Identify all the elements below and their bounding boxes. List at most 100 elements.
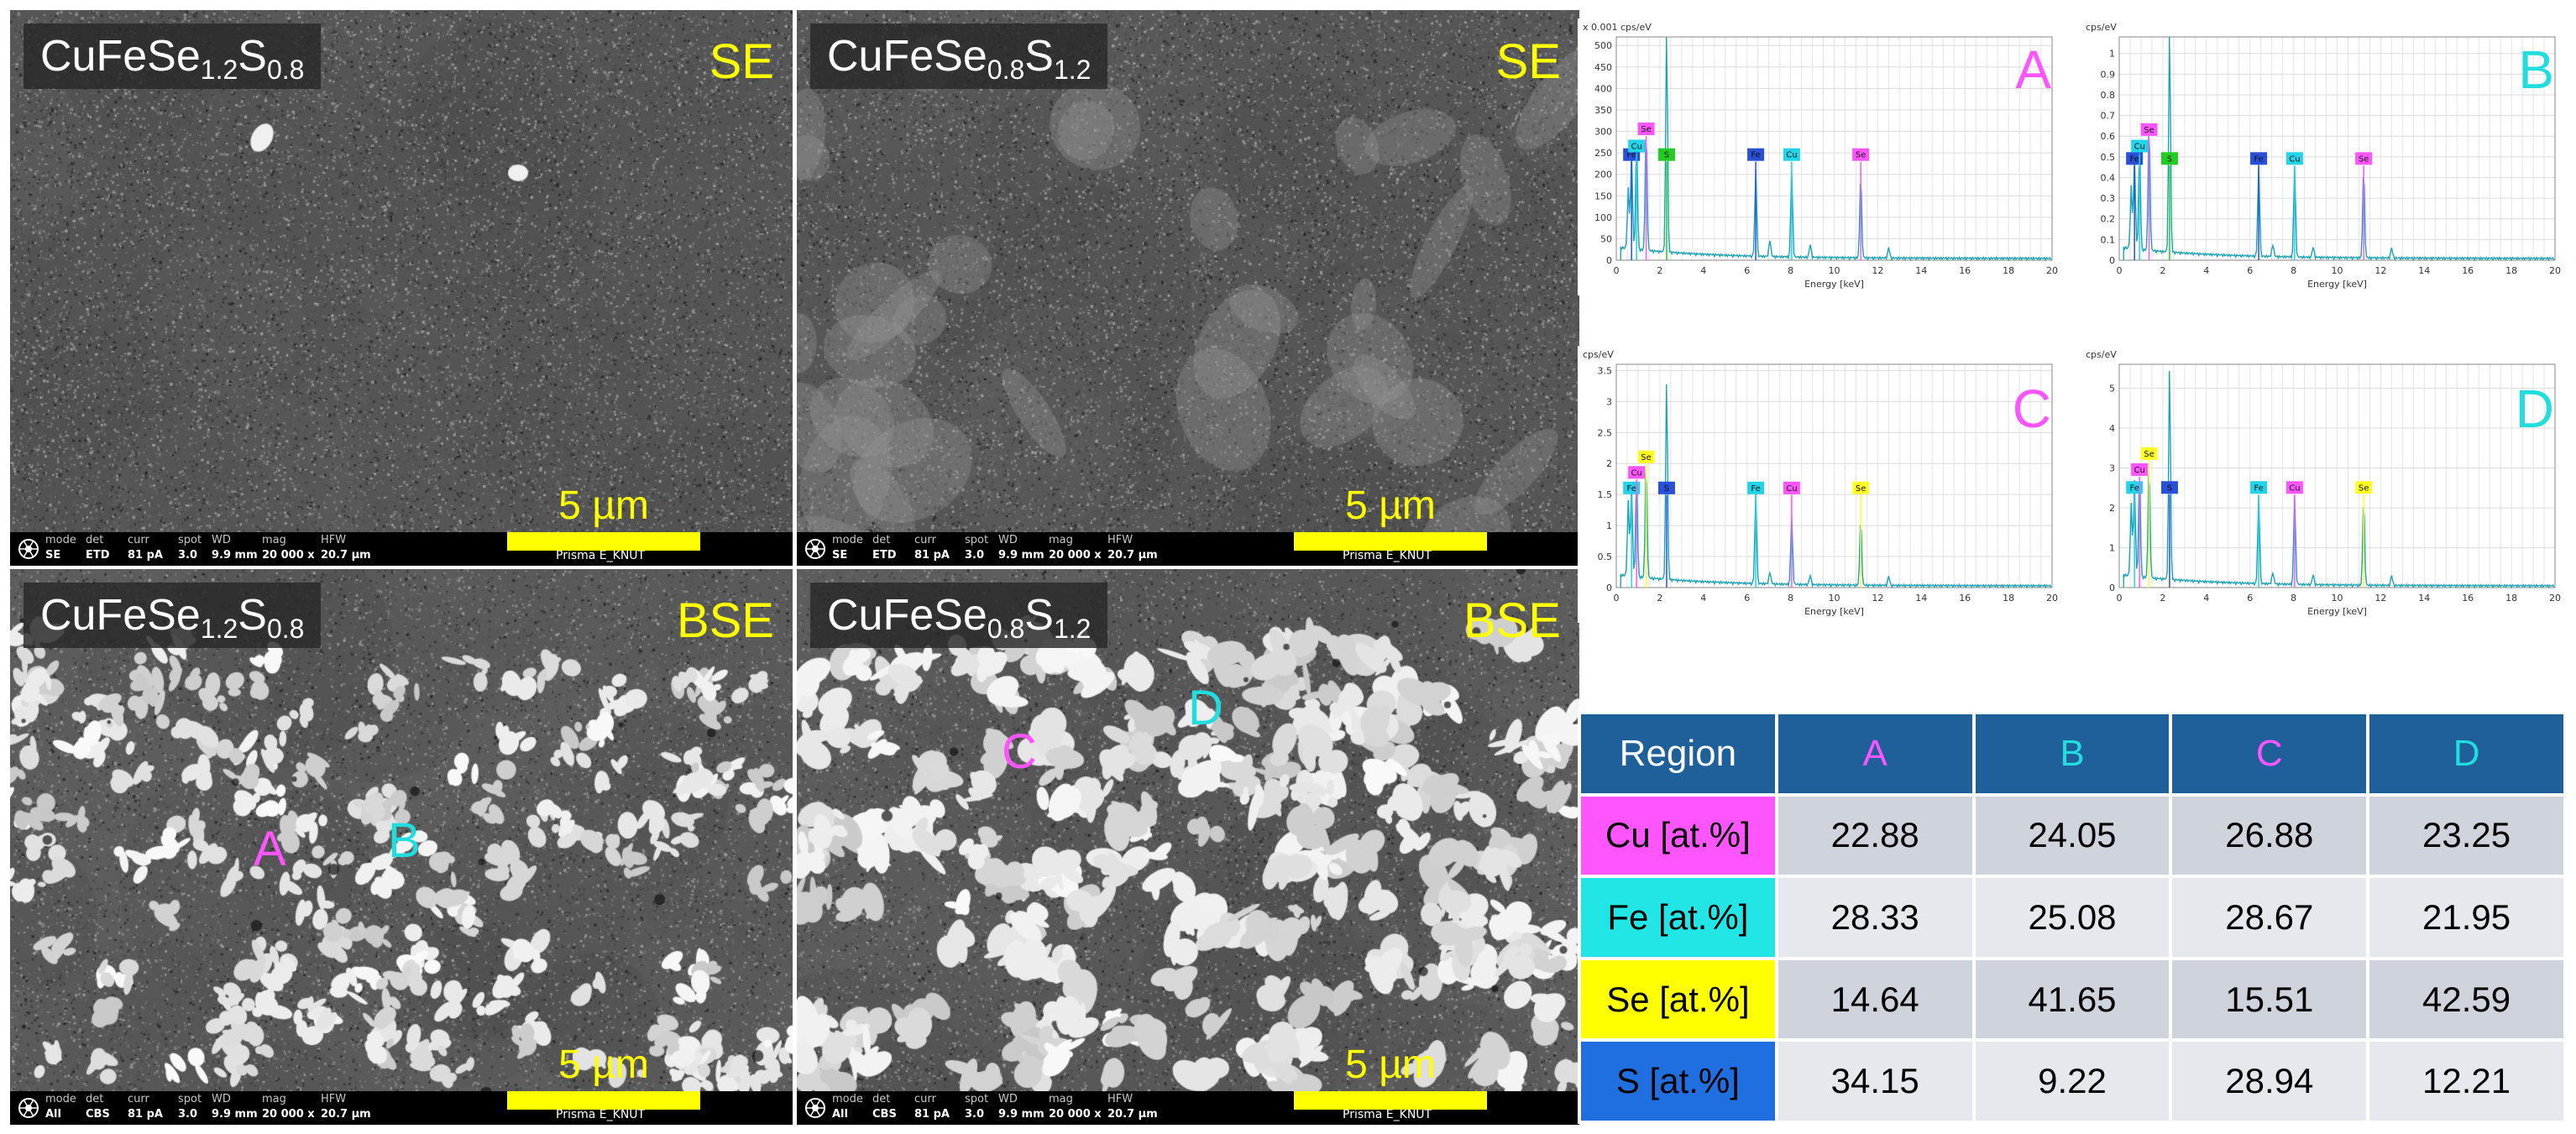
element-marker-label: S	[1664, 484, 1669, 494]
info-label-hfw: HFW	[321, 534, 347, 546]
row-label-se: Se [at.%]	[1578, 956, 1778, 1043]
x-tick-label: 12	[2374, 593, 2386, 604]
spectrum-region-label: A	[2015, 39, 2051, 100]
info-value-hfw: 20.7 µm	[1107, 1108, 1158, 1121]
element-marker-label: Cu	[2134, 143, 2144, 152]
x-tick-label: 20	[2549, 265, 2561, 276]
info-value-spot: 3.0	[178, 549, 198, 562]
element-marker-label: Cu	[1786, 484, 1797, 494]
element-marker	[2126, 152, 2144, 165]
x-tick-label: 18	[2505, 593, 2517, 604]
info-value-det: CBS	[872, 1108, 897, 1121]
composition-label: CuFeSe1.2S0.8	[24, 583, 322, 648]
element-marker-label: S	[2167, 483, 2172, 493]
x-tick-label: 14	[1915, 265, 1927, 276]
element-marker	[2131, 462, 2149, 476]
table-cell: 28.94	[2169, 1038, 2370, 1124]
table-cell: 34.15	[1774, 1038, 1976, 1124]
region-marker-b: B	[388, 813, 421, 868]
y-axis-label: cps/eV	[2086, 22, 2117, 33]
x-tick-label: 8	[2291, 265, 2296, 276]
table-cell: 14.64	[1774, 956, 1976, 1043]
element-marker-label: Fe	[1626, 151, 1636, 160]
spectrum-line	[2123, 36, 2555, 262]
x-tick-label: 0	[2117, 265, 2123, 276]
info-label-wd: WD	[212, 1093, 231, 1105]
info-value-curr: 81 pA	[914, 549, 950, 562]
sem-image	[797, 569, 1579, 1125]
element-marker-label: Cu	[2134, 466, 2144, 475]
header-col-d: D	[2366, 711, 2567, 797]
element-marker-label: Fe	[1751, 151, 1760, 160]
x-tick-label: 6	[1744, 265, 1750, 276]
instrument-info-bar: mode All det CBS curr 81 pA spot 3.0 WD 9.9 mm mag…	[797, 1091, 1579, 1125]
instrument-info-bar: mode SE det ETD curr 81 pA spot 3.0 WD 9.9 mm mag 2…	[797, 532, 1579, 566]
composition-label: CuFeSe1.2S0.8	[24, 24, 322, 89]
element-marker-label: Cu	[1631, 468, 1641, 478]
y-tick-label: 1.5	[1598, 489, 1613, 500]
element-marker	[2126, 481, 2144, 494]
element-marker-label: Se	[1641, 125, 1652, 134]
y-axis-label: cps/eV	[2086, 349, 2117, 360]
info-value-mode: All	[832, 1108, 848, 1121]
x-tick-label: 4	[1700, 265, 1706, 276]
info-label-mode: mode	[832, 1093, 863, 1105]
x-tick-label: 16	[2462, 265, 2474, 276]
element-marker	[1657, 148, 1675, 161]
element-marker	[2285, 481, 2303, 494]
x-tick-label: 10	[2332, 265, 2343, 276]
scale-bar	[1294, 1091, 1487, 1110]
info-label-hfw: HFW	[1107, 534, 1134, 546]
sem-panel-se-2: CuFeSe0.8S1.2 SE 5 µm mode SE det ETD curr 81…	[797, 10, 1579, 566]
instrument-name: Prisma E_KNUT	[1343, 549, 1432, 562]
y-tick-label: 1	[2109, 49, 2115, 60]
element-marker-label: Fe	[1751, 484, 1760, 494]
x-tick-label: 12	[2374, 265, 2386, 276]
info-value-det: ETD	[86, 549, 110, 562]
header-col-c: C	[2169, 711, 2370, 797]
x-tick-label: 12	[1872, 593, 1883, 604]
y-tick-label: 0	[1606, 255, 1612, 266]
info-value-mode: All	[45, 1108, 61, 1121]
header-region: Region	[1578, 711, 1778, 797]
x-tick-label: 16	[1959, 265, 1971, 276]
instrument-logo-icon	[805, 539, 825, 559]
y-axis-label: cps/eV	[1583, 349, 1614, 360]
element-marker	[2140, 123, 2158, 136]
x-tick-label: 18	[2003, 593, 2014, 604]
instrument-info-bar: mode SE det ETD curr 81 pA spot 3.0 WD 9.9 mm mag 2…	[10, 532, 793, 566]
element-marker-label: Cu	[1786, 151, 1797, 160]
table-cell: 24.05	[1971, 792, 2173, 879]
spectrum-line	[1620, 36, 2052, 262]
region-marker-d: D	[1188, 681, 1223, 735]
eds-spectrum-b: 0 0.1 0.2 0.3 0.4 0.5 0.6 0.7 0.8 0.9 1 0 2 4 6 8 10 12 14…	[2081, 18, 2568, 295]
y-tick-label: 300	[1594, 127, 1612, 138]
info-label-hfw: HFW	[1107, 1093, 1134, 1105]
header-col-b: B	[1971, 711, 2173, 797]
element-marker-label: Fe	[2129, 483, 2139, 493]
x-tick-label: 6	[1744, 593, 1750, 604]
element-marker	[2285, 152, 2303, 165]
y-tick-label: 3	[1606, 396, 1612, 407]
info-label-mode: mode	[832, 534, 863, 546]
composition-label: CuFeSe0.8S1.2	[810, 583, 1108, 648]
x-tick-label: 4	[2203, 265, 2209, 276]
plot-frame	[2118, 363, 2556, 588]
sem-panel-bse-1: CuFeSe1.2S0.8 BSE A B 5 µm mode All det CBS…	[10, 569, 793, 1125]
info-value-mag: 20 000 x	[1049, 1108, 1102, 1121]
y-tick-label: 100	[1594, 212, 1612, 223]
element-marker-label: Cu	[1631, 142, 1641, 151]
table-cell: 26.88	[2169, 792, 2370, 879]
info-label-wd: WD	[998, 534, 1018, 546]
y-tick-label: 0.6	[2101, 131, 2116, 142]
info-value-spot: 3.0	[178, 1108, 198, 1121]
sem-image	[10, 10, 793, 566]
element-marker	[1637, 122, 1655, 135]
x-tick-label: 20	[2046, 593, 2058, 604]
y-tick-label: 3.5	[1598, 365, 1613, 376]
table-cell: 41.65	[1971, 956, 2173, 1043]
element-marker-label: Se	[1856, 484, 1867, 494]
info-label-mag: mag	[1049, 1093, 1073, 1105]
table-row: Se [at.%] 14.64 41.65 15.51 42.59	[1578, 956, 2567, 1043]
